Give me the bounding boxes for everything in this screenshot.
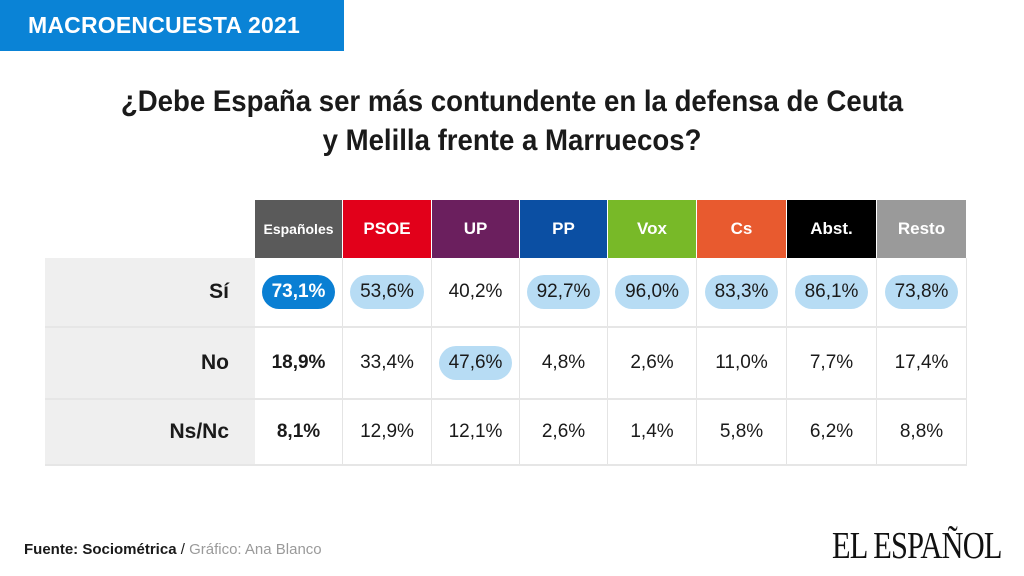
table-row-no: No 18,9% 33,4% 47,6% 4,8% 2,6% 11,0% 7,7% 17,4%: [45, 328, 967, 400]
highlighted-value: 96,0%: [615, 275, 689, 309]
column-header-españoles: Españoles: [255, 200, 343, 258]
cell-value: 11,0%: [715, 352, 768, 373]
cell-value: 40,2%: [448, 281, 503, 302]
cell-value: 2,6%: [541, 421, 586, 442]
cell-value: 1,4%: [630, 421, 674, 442]
table-cell: 18,9%: [255, 328, 343, 398]
table-cell: 8,1%: [255, 400, 343, 464]
highlighted-value: 73,8%: [884, 275, 959, 309]
table-cell: 83,3%: [697, 258, 787, 326]
footer-credits: Fuente: Sociométrica / Gráfico: Ana Blan…: [24, 541, 322, 558]
column-header-cs: Cs: [697, 200, 787, 258]
column-header-up: UP: [432, 200, 520, 258]
table-cell: 2,6%: [608, 328, 697, 398]
header-row: Españoles PSOE UP PP Vox Cs Abst. Resto: [255, 200, 967, 258]
cell-value: 4,8%: [541, 352, 586, 373]
table-cell: 12,9%: [343, 400, 432, 464]
table-row-nsnc: Ns/Nc 8,1% 12,9% 12,1% 2,6% 1,4% 5,8% 6,2% 8,8%: [45, 400, 967, 466]
table-cell: 5,8%: [697, 400, 787, 464]
cell-value: 12,1%: [448, 421, 503, 442]
cell-value: 12,9%: [360, 421, 414, 442]
cell-value: 2,6%: [630, 352, 674, 373]
table-cell: 4,8%: [520, 328, 608, 398]
highlighted-value: 83,3%: [704, 275, 779, 309]
table-cell: 47,6%: [432, 328, 520, 398]
table-cell: 11,0%: [697, 328, 787, 398]
highlighted-value: 92,7%: [526, 275, 601, 309]
cell-value: 18,9%: [271, 352, 326, 373]
table-cell: 73,1%: [255, 258, 343, 326]
table-cell: 17,4%: [877, 328, 967, 398]
row-label: Ns/Nc: [45, 400, 255, 464]
cell-value: 8,1%: [276, 421, 321, 442]
table-cell: 96,0%: [608, 258, 697, 326]
table-row-sí: Sí 73,1% 53,6% 40,2% 92,7% 96,0% 83,3% 86,1% 73,…: [45, 258, 967, 328]
source-label: Fuente: Sociométrica: [24, 541, 177, 558]
table-cell: 2,6%: [520, 400, 608, 464]
table-cell: 86,1%: [787, 258, 877, 326]
highlighted-value: 86,1%: [794, 275, 869, 309]
table-cell: 33,4%: [343, 328, 432, 398]
cell-value: 33,4%: [360, 352, 414, 373]
column-header-abst: Abst.: [787, 200, 877, 258]
cell-value: 5,8%: [719, 421, 764, 442]
credit-label: Gráfico: Ana Blanco: [189, 541, 322, 558]
table-cell: 12,1%: [432, 400, 520, 464]
el-espanol-logo: EL ESPAÑOL: [832, 525, 1002, 567]
row-label: No: [45, 328, 255, 398]
highlighted-value: 53,6%: [350, 275, 424, 309]
section-badge: MACROENCUESTA 2021: [0, 0, 344, 51]
cell-value: 17,4%: [894, 352, 949, 373]
row-label: Sí: [45, 258, 255, 326]
separator: /: [176, 541, 190, 558]
cell-value: 8,8%: [899, 421, 944, 442]
highlighted-value: 47,6%: [438, 346, 513, 380]
column-header-psoe: PSOE: [343, 200, 432, 258]
table-cell: 8,8%: [877, 400, 967, 464]
table-cell: 73,8%: [877, 258, 967, 326]
column-header-vox: Vox: [608, 200, 697, 258]
title-line-2: y Melilla frente a Marruecos?: [322, 124, 702, 157]
chart-title: ¿Debe España ser más contundente en la d…: [96, 82, 928, 160]
table-cell: 7,7%: [787, 328, 877, 398]
highlighted-value: 73,1%: [261, 275, 336, 309]
table-cell: 53,6%: [343, 258, 432, 326]
table-cell: 6,2%: [787, 400, 877, 464]
cell-value: 6,2%: [809, 421, 854, 442]
table-cell: 92,7%: [520, 258, 608, 326]
column-header-resto: Resto: [877, 200, 967, 258]
table-cell: 1,4%: [608, 400, 697, 464]
title-line-1: ¿Debe España ser más contundente en la d…: [120, 85, 904, 118]
column-header-pp: PP: [520, 200, 608, 258]
cell-value: 7,7%: [809, 352, 854, 373]
table-cell: 40,2%: [432, 258, 520, 326]
